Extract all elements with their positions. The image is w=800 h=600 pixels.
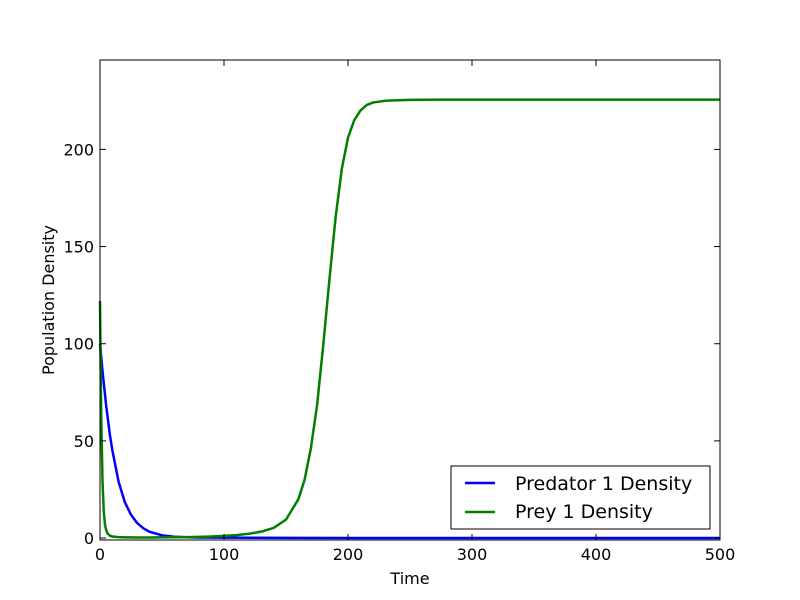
y-axis-label: Population Density [39,225,58,375]
y-tick-label-200: 200 [63,140,94,159]
y-tick-label-100: 100 [63,335,94,354]
y-tick-label-150: 150 [63,238,94,257]
x-tick-label-400: 400 [581,545,612,564]
legend-label-predator: Predator 1 Density [515,473,692,495]
x-tick-label-500: 500 [705,545,736,564]
legend-label-prey: Prey 1 Density [515,501,653,523]
legend: Predator 1 Density Prey 1 Density [450,465,711,530]
y-tick-label-0: 0 [84,529,94,548]
legend-frame [450,465,711,530]
y-tick-label-50: 50 [74,432,94,451]
series-line-predator-1-density [98,343,720,540]
x-tick-label-100: 100 [209,545,240,564]
plot-area [100,60,720,540]
series-layer [98,98,720,540]
x-tick-label-300: 300 [457,545,488,564]
tick-labels-layer: 0 100 200 300 400 500 0 50 100 150 200 [63,140,735,564]
x-tick-label-200: 200 [333,545,364,564]
series-line-prey-1-density [98,98,720,539]
plot-frame [99,59,721,541]
ticks-layer [99,60,721,540]
x-axis-label: Time [389,569,429,588]
x-tick-label-0: 0 [95,545,105,564]
